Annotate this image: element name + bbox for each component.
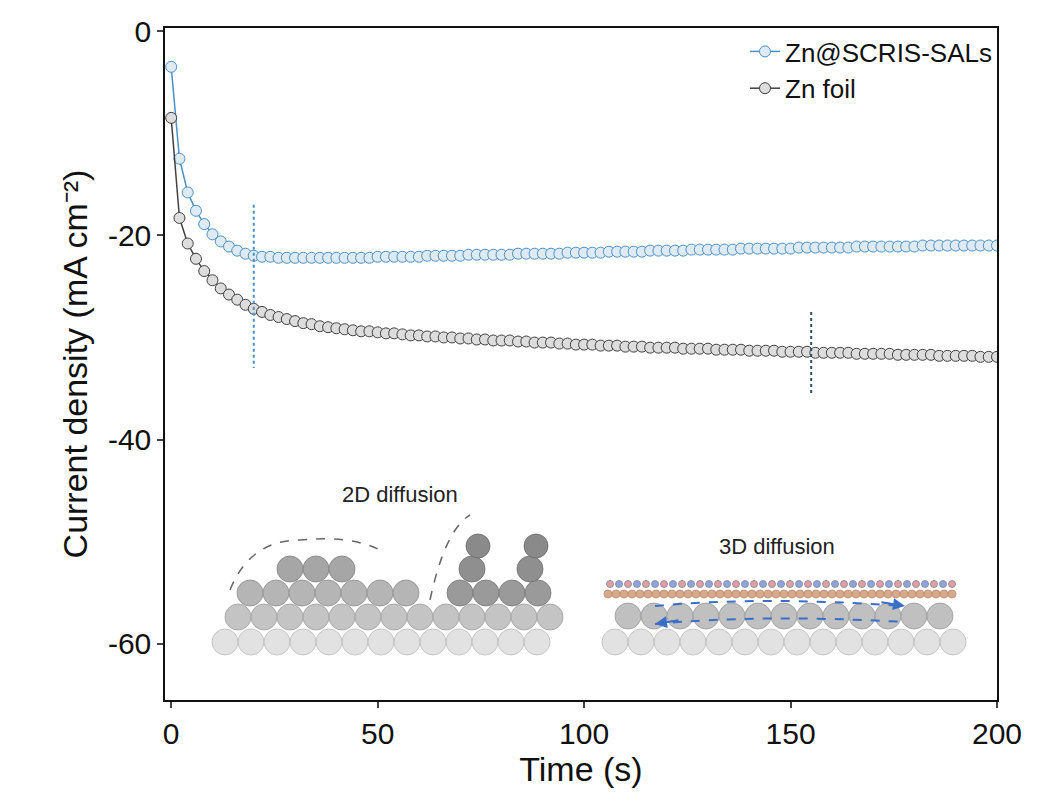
svg-text:3D diffusion: 3D diffusion	[719, 534, 835, 559]
svg-text:Time (s): Time (s)	[519, 750, 642, 788]
svg-text:2D diffusion: 2D diffusion	[342, 482, 458, 507]
svg-text:Zn foil: Zn foil	[785, 74, 856, 104]
svg-text:-40: -40	[108, 423, 151, 456]
svg-text:Current density (mA cm⁻²): Current density (mA cm⁻²)	[56, 170, 94, 559]
svg-text:0: 0	[135, 15, 152, 48]
svg-text:50: 50	[361, 717, 394, 750]
svg-text:-20: -20	[108, 219, 151, 252]
svg-text:200: 200	[972, 717, 1022, 750]
svg-text:-60: -60	[108, 627, 151, 660]
svg-text:150: 150	[766, 717, 816, 750]
svg-text:100: 100	[559, 717, 609, 750]
svg-text:Zn@SCRIS-SALs: Zn@SCRIS-SALs	[785, 38, 992, 68]
svg-text:0: 0	[163, 717, 180, 750]
